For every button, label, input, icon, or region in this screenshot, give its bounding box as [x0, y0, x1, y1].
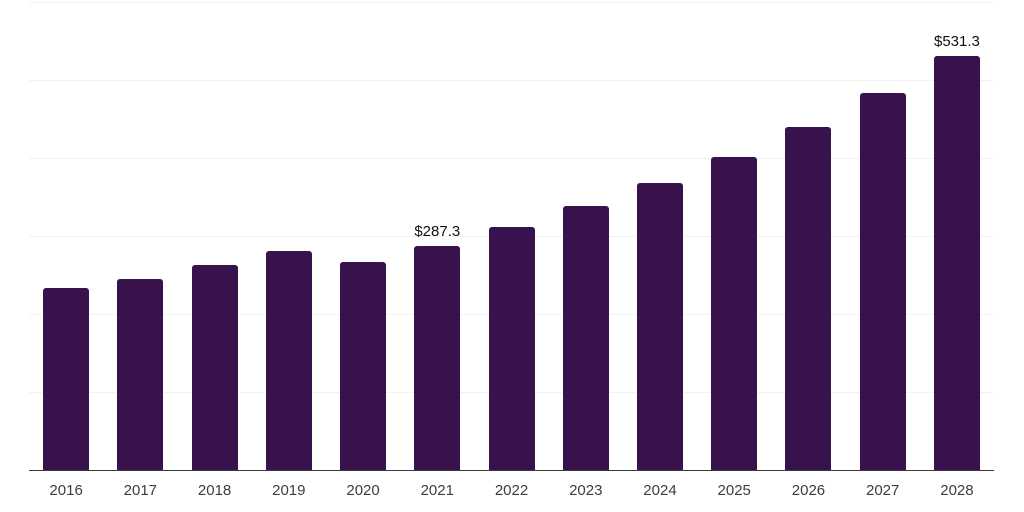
- x-tick-2023: 2023: [569, 482, 603, 499]
- bar-2024: [636, 183, 683, 470]
- gridline-500: [29, 79, 994, 81]
- x-tick-2019: 2019: [272, 482, 306, 499]
- bar-slot-2016: [29, 2, 103, 470]
- bar-slot-2028: $531.3: [920, 2, 994, 470]
- bar-slot-2017: [103, 2, 177, 470]
- bars-container: $287.3 $531.3: [29, 2, 994, 470]
- bar-2016: [43, 288, 90, 470]
- x-tick-2026: 2026: [791, 482, 826, 499]
- x-tick-2016: 2016: [49, 482, 83, 499]
- bar-2021: [414, 245, 461, 470]
- x-tick-2024: 2024: [643, 482, 677, 499]
- x-tick-2020: 2020: [346, 482, 380, 499]
- x-tick-2022: 2022: [494, 482, 529, 499]
- plot-area: $287.3 $531.3: [29, 2, 994, 471]
- bar-value-label-2028: $531.3: [933, 32, 980, 50]
- bar-slot-2019: [252, 2, 326, 470]
- bar-2020: [340, 261, 387, 470]
- bar-slot-2025: [697, 2, 771, 470]
- gridline-400: [29, 157, 994, 159]
- bar-slot-2026: [771, 2, 845, 470]
- x-tick-2028: 2028: [940, 482, 974, 499]
- bar-slot-2027: [846, 2, 920, 470]
- bar-slot-2018: [177, 2, 251, 470]
- bar-2019: [265, 251, 312, 470]
- bar-2023: [562, 206, 609, 470]
- bar-slot-2022: [474, 2, 548, 470]
- bar-2017: [117, 278, 164, 470]
- bar-slot-2023: [549, 2, 623, 470]
- x-tick-2017: 2017: [123, 482, 158, 499]
- bar-value-label-2021: $287.3: [414, 222, 461, 240]
- x-axis: 2016 2017 2018 2019 2020 2021 2022 2023 2024 2025…: [29, 481, 994, 501]
- bar-slot-2020: [326, 2, 400, 470]
- bar-slot-2024: [623, 2, 697, 470]
- bar-2026: [785, 127, 832, 470]
- gridline-600: [29, 2, 994, 3]
- bar-slot-2021: $287.3: [400, 2, 474, 470]
- x-tick-2021: 2021: [420, 482, 454, 499]
- bar-2022: [488, 226, 535, 470]
- x-tick-2018: 2018: [197, 482, 232, 499]
- bar-2025: [711, 157, 758, 470]
- bar-2028: [933, 55, 980, 470]
- bar-2018: [191, 264, 238, 470]
- x-tick-2025: 2025: [717, 482, 751, 499]
- bar-2027: [859, 93, 906, 470]
- x-tick-2027: 2027: [866, 482, 900, 499]
